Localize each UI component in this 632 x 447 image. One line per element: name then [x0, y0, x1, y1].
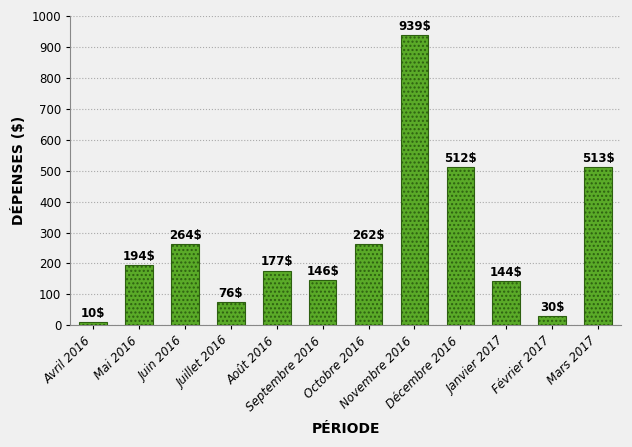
Bar: [447, 167, 474, 325]
Text: 939$: 939$: [398, 20, 431, 33]
Bar: [125, 266, 153, 325]
Bar: [217, 302, 245, 325]
Bar: [309, 280, 336, 325]
Text: 264$: 264$: [169, 228, 202, 241]
Bar: [80, 322, 107, 325]
X-axis label: PÉRIODE: PÉRIODE: [312, 422, 380, 436]
Bar: [355, 245, 382, 325]
Y-axis label: DÉPENSES ($): DÉPENSES ($): [11, 116, 26, 225]
Text: 262$: 262$: [352, 229, 385, 242]
Text: 194$: 194$: [123, 250, 155, 263]
Text: 30$: 30$: [540, 301, 564, 314]
Text: 513$: 513$: [581, 152, 614, 164]
Bar: [401, 35, 428, 325]
Bar: [171, 244, 199, 325]
Bar: [492, 281, 520, 325]
Text: 10$: 10$: [81, 307, 106, 320]
Text: 146$: 146$: [307, 265, 339, 278]
Bar: [263, 270, 291, 325]
Bar: [538, 316, 566, 325]
Bar: [584, 167, 612, 325]
Text: 76$: 76$: [219, 287, 243, 299]
Text: 144$: 144$: [490, 266, 523, 278]
Text: 512$: 512$: [444, 152, 477, 165]
Text: 177$: 177$: [260, 255, 293, 269]
